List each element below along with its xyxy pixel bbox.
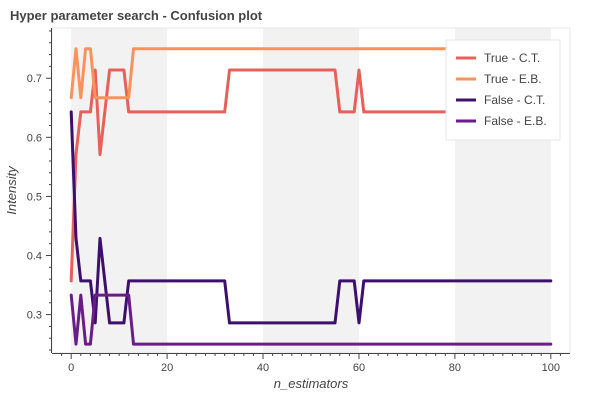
data-point-false-c-t bbox=[228, 322, 231, 324]
data-point-true-e-b bbox=[75, 47, 77, 50]
legend-label: True - E.B. bbox=[484, 72, 542, 86]
data-point-true-c-t bbox=[113, 69, 116, 71]
data-point-true-c-t bbox=[99, 153, 101, 156]
data-point-true-c-t bbox=[334, 69, 336, 71]
data-point-false-c-t bbox=[118, 322, 120, 324]
data-point-true-e-b bbox=[123, 96, 125, 99]
data-point-false-e-b bbox=[79, 294, 82, 296]
data-point-false-c-t bbox=[127, 280, 130, 282]
data-point-true-c-t bbox=[123, 69, 125, 71]
shaded-band-0 bbox=[71, 28, 168, 353]
legend-label: False - C.T. bbox=[484, 93, 545, 107]
data-point-false-c-t bbox=[99, 237, 101, 240]
data-point-true-c-t bbox=[127, 111, 130, 113]
data-point-false-e-b bbox=[550, 343, 552, 345]
data-point-false-c-t bbox=[338, 280, 341, 282]
y-tick-label: 0.6 bbox=[27, 132, 42, 144]
x-tick-label: 100 bbox=[542, 362, 560, 374]
legend-label: True - C.T. bbox=[484, 51, 540, 65]
legend-label: False - E.B. bbox=[484, 114, 547, 128]
data-point-false-e-b bbox=[75, 343, 77, 345]
data-point-true-e-b bbox=[127, 96, 130, 99]
data-point-true-e-b bbox=[70, 96, 72, 99]
x-tick-label: 60 bbox=[353, 362, 365, 374]
y-tick-label: 0.7 bbox=[27, 73, 42, 85]
data-point-false-c-t bbox=[362, 280, 365, 282]
data-point-false-e-b bbox=[123, 294, 125, 296]
y-tick-label: 0.3 bbox=[27, 310, 42, 322]
data-point-true-c-t bbox=[223, 111, 226, 113]
data-point-false-c-t bbox=[94, 322, 96, 324]
data-point-false-c-t bbox=[84, 280, 87, 282]
chart-title: Hyper parameter search - Confusion plot bbox=[10, 8, 263, 23]
data-point-false-c-t bbox=[79, 280, 82, 282]
data-point-true-c-t bbox=[89, 111, 92, 113]
data-point-true-e-b bbox=[99, 96, 101, 99]
data-point-true-e-b bbox=[108, 96, 111, 99]
data-point-true-c-t bbox=[70, 280, 72, 282]
data-point-true-c-t bbox=[79, 111, 82, 113]
data-point-false-e-b bbox=[103, 294, 106, 296]
x-tick-label: 0 bbox=[68, 362, 74, 374]
y-tick-label: 0.4 bbox=[27, 251, 42, 263]
data-point-false-e-b bbox=[70, 294, 72, 296]
data-point-true-e-b bbox=[89, 47, 92, 50]
data-point-false-c-t bbox=[334, 322, 336, 324]
data-point-false-c-t bbox=[223, 280, 226, 282]
data-point-true-e-b bbox=[113, 96, 116, 99]
x-tick-label: 80 bbox=[449, 362, 461, 374]
y-tick-label: 0.5 bbox=[27, 191, 42, 203]
data-point-false-c-t bbox=[353, 280, 355, 282]
data-point-false-e-b bbox=[89, 343, 92, 345]
data-point-true-c-t bbox=[228, 69, 231, 71]
data-point-false-e-b bbox=[132, 343, 135, 345]
data-point-true-c-t bbox=[108, 69, 111, 71]
x-axis-label: n_estimators bbox=[274, 376, 349, 391]
data-point-true-e-b bbox=[84, 47, 87, 50]
data-point-true-e-b bbox=[103, 96, 106, 99]
data-point-false-e-b bbox=[127, 294, 130, 296]
data-point-true-e-b bbox=[132, 47, 135, 50]
data-point-true-c-t bbox=[84, 111, 87, 113]
data-point-false-c-t bbox=[103, 280, 106, 282]
data-point-false-c-t bbox=[75, 237, 77, 240]
data-point-true-c-t bbox=[362, 111, 365, 113]
x-tick-label: 40 bbox=[257, 362, 269, 374]
data-point-false-e-b bbox=[94, 294, 96, 296]
data-point-false-c-t bbox=[70, 111, 72, 113]
data-point-true-c-t bbox=[103, 111, 106, 113]
shaded-band-1 bbox=[263, 28, 359, 353]
data-point-true-e-b bbox=[94, 96, 96, 99]
data-point-true-c-t bbox=[358, 69, 360, 71]
data-point-true-c-t bbox=[118, 69, 120, 71]
data-point-false-c-t bbox=[89, 280, 92, 282]
data-point-true-c-t bbox=[338, 111, 341, 113]
x-tick-label: 20 bbox=[161, 362, 173, 374]
data-point-false-c-t bbox=[123, 322, 125, 324]
data-point-true-c-t bbox=[94, 69, 96, 71]
data-point-false-e-b bbox=[113, 294, 116, 296]
data-point-true-e-b bbox=[118, 96, 120, 99]
data-point-false-e-b bbox=[99, 294, 101, 296]
data-point-false-c-t bbox=[358, 322, 360, 324]
data-point-false-e-b bbox=[84, 343, 87, 345]
data-point-false-c-t bbox=[113, 322, 116, 324]
data-point-false-c-t bbox=[108, 322, 111, 324]
y-axis-label: Intensity bbox=[4, 165, 19, 215]
data-point-true-e-b bbox=[79, 96, 82, 99]
data-point-false-e-b bbox=[108, 294, 111, 296]
data-point-true-c-t bbox=[353, 111, 355, 113]
data-point-true-c-t bbox=[75, 153, 77, 156]
data-point-false-c-t bbox=[550, 280, 552, 282]
data-point-false-e-b bbox=[118, 294, 120, 296]
